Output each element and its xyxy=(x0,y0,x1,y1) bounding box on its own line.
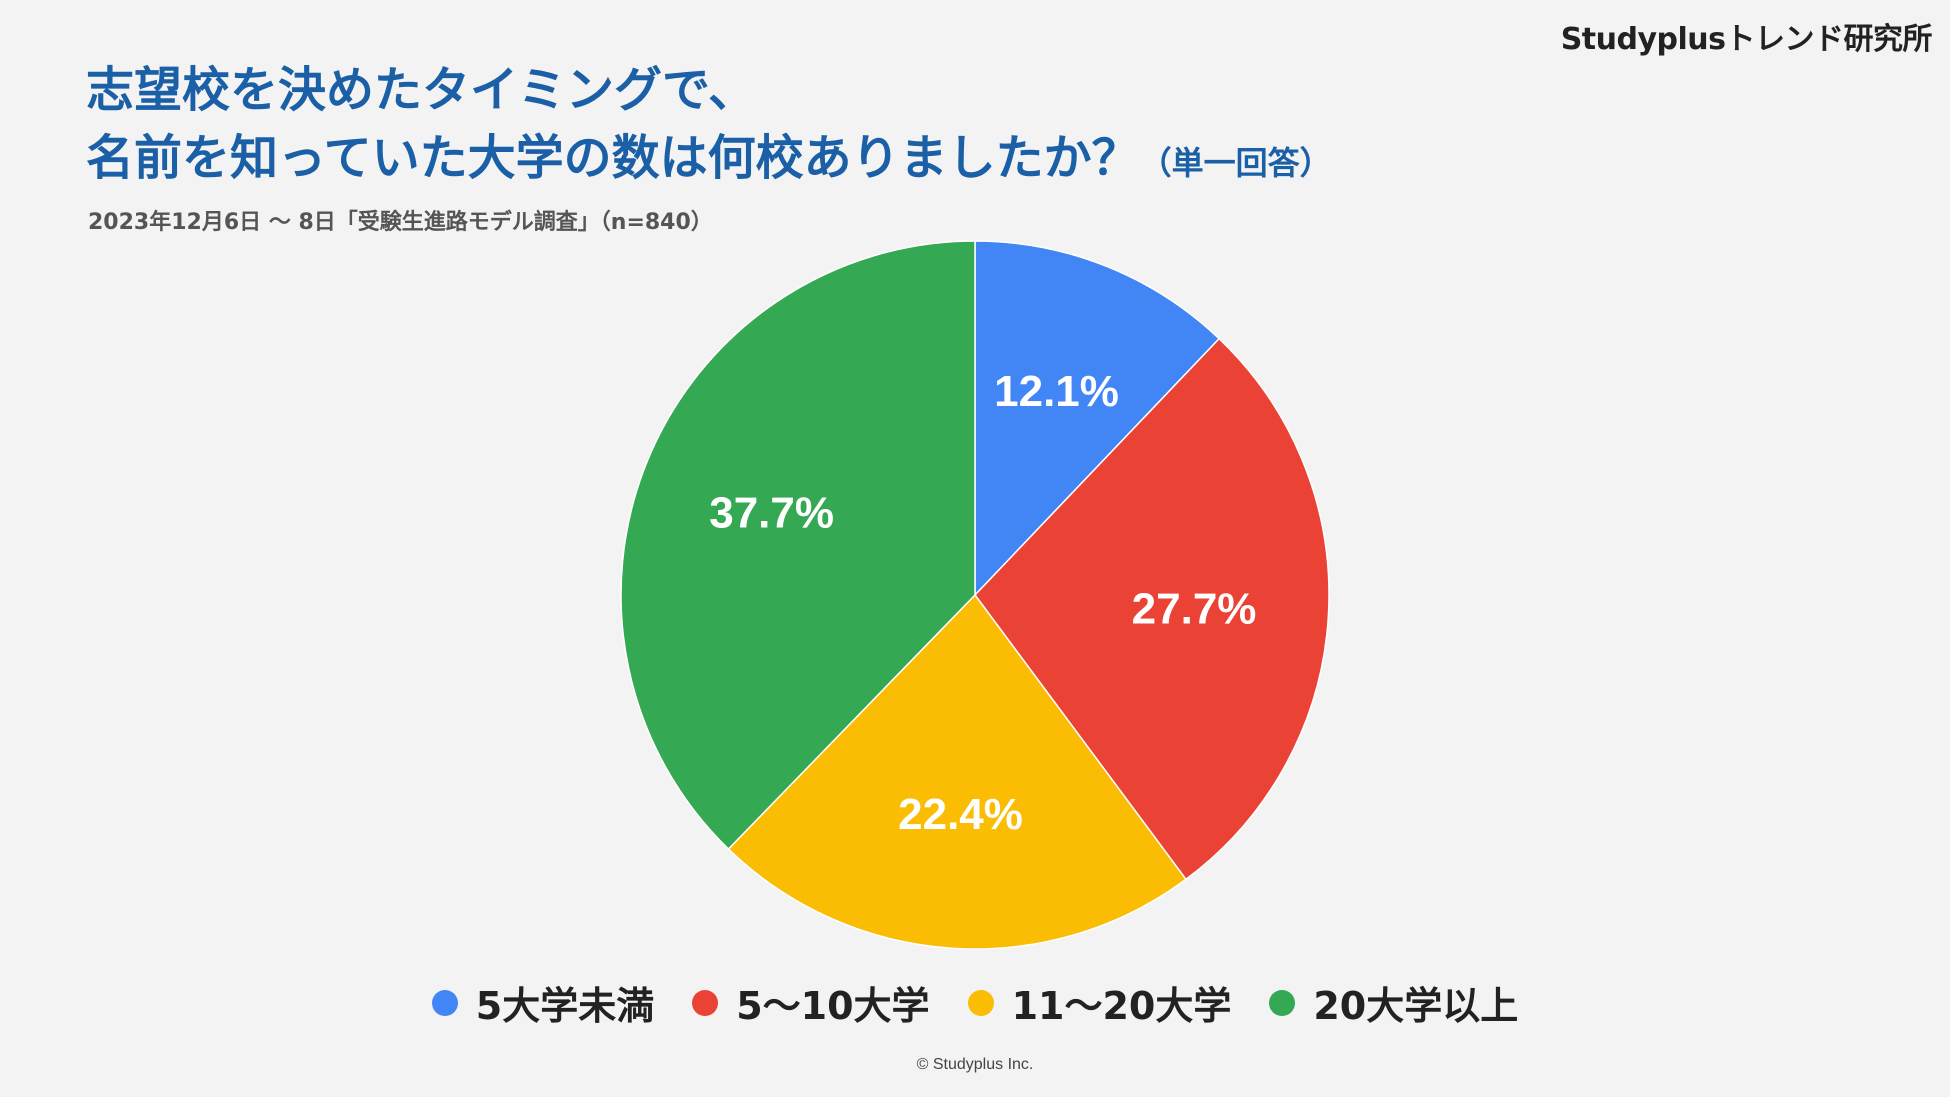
legend-label: 20大学以上 xyxy=(1313,984,1519,1028)
legend: 5大学未満 5～10大学 11～20大学 20大学以上 xyxy=(0,975,1950,1030)
legend-swatch xyxy=(692,989,719,1016)
title-question: 名前を知っていた大学の数は何校ありましたか？ xyxy=(86,130,1140,186)
legend-item: 20大学以上 xyxy=(1269,975,1518,1030)
title-line-2: 名前を知っていた大学の数は何校ありましたか？（単一回答） xyxy=(86,124,1586,197)
pie-slice-3 xyxy=(727,593,1187,950)
copyright: © Studyplus Inc. xyxy=(916,1056,1034,1073)
legend-swatch xyxy=(967,989,994,1016)
slice-label-1: 12.1% xyxy=(994,367,1119,416)
legend-swatch xyxy=(431,989,458,1016)
slice-label-4: 37.7% xyxy=(709,489,834,538)
slice-label-2: 27.7% xyxy=(1132,584,1257,633)
pie-slice-4 xyxy=(620,240,976,851)
legend-item: 5大学未満 xyxy=(431,975,655,1030)
title-note: （単一回答） xyxy=(1139,144,1332,182)
pie-slice-1 xyxy=(974,240,1221,597)
chart-title: 志望校を決めたタイミングで、 名前を知っていた大学の数は何校ありましたか？（単一… xyxy=(86,56,1586,197)
legend-item: 11～20大学 xyxy=(967,975,1232,1030)
legend-label: 5～10大学 xyxy=(736,984,930,1028)
pie-slice-2 xyxy=(974,337,1330,881)
slice-label-3: 22.4% xyxy=(898,790,1023,839)
legend-label: 11～20大学 xyxy=(1011,984,1232,1028)
brand-logo: Studyplusトレンド研究所 xyxy=(1560,22,1933,57)
legend-item: 5～10大学 xyxy=(692,975,930,1030)
survey-source: 2023年12月6日 ～ 8日「受験生進路モデル調査」（n=840） xyxy=(88,210,713,235)
legend-swatch xyxy=(1269,989,1296,1016)
title-line-1: 志望校を決めたタイミングで、 xyxy=(86,62,757,118)
legend-label: 5大学未満 xyxy=(475,984,655,1028)
